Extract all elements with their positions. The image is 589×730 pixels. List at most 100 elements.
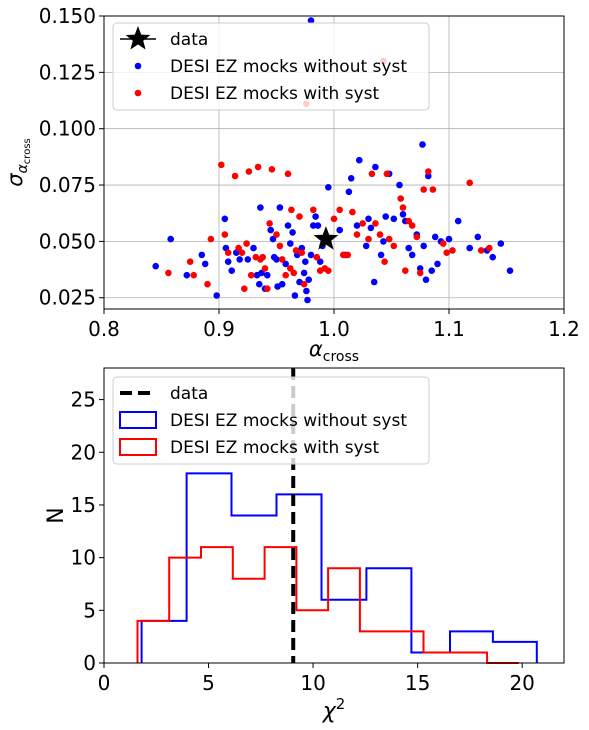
histogram-panel: 0 5 10 15 20 0 5 10 15 20 25 χ2 N data DESI EZ mock… xyxy=(44,367,565,724)
scatter-point xyxy=(167,235,174,243)
scatter-point xyxy=(390,215,398,223)
histogram-x-tick-label: 0 xyxy=(98,671,111,695)
scatter-point xyxy=(245,168,253,175)
scatter-point xyxy=(250,244,257,252)
scatter-point xyxy=(413,233,421,241)
scatter-point xyxy=(282,260,290,268)
data-star-marker xyxy=(313,226,339,250)
histogram-x-tick-label: 20 xyxy=(509,671,534,695)
scatter-points xyxy=(152,17,514,304)
histogram-y-tick-label: 25 xyxy=(71,388,96,412)
scatter-point xyxy=(370,278,378,286)
scatter-point xyxy=(367,224,375,232)
scatter-point xyxy=(422,276,430,284)
scatter-point xyxy=(385,235,393,243)
scatter-point xyxy=(336,206,344,214)
scatter-legend-box xyxy=(112,22,430,111)
scatter-point xyxy=(402,267,409,275)
scatter-point xyxy=(278,280,286,288)
scatter-point xyxy=(303,287,310,295)
scatter-point xyxy=(224,258,232,266)
scatter-point xyxy=(298,244,306,252)
scatter-point xyxy=(314,222,322,229)
scatter-point xyxy=(443,249,451,256)
scatter-y-tick-label: 0.050 xyxy=(39,229,96,253)
scatter-point xyxy=(425,168,432,175)
scatter-x-tick-label: 0.9 xyxy=(203,317,235,341)
scatter-point xyxy=(228,267,235,275)
scatter-point xyxy=(336,226,344,234)
histogram-step-series xyxy=(140,472,538,663)
scatter-point xyxy=(408,222,416,229)
scatter-point xyxy=(445,235,453,243)
scatter-x-tick-label: 1.2 xyxy=(548,317,580,341)
histogram-step-series xyxy=(136,546,519,664)
histogram-y-tick-label: 10 xyxy=(71,546,96,570)
scatter-point xyxy=(204,280,211,288)
scatter-point xyxy=(431,233,439,241)
scatter-x-tick-label: 1.0 xyxy=(318,317,350,341)
scatter-point xyxy=(291,292,299,299)
scatter-point xyxy=(372,220,379,227)
scatter-point xyxy=(292,247,300,254)
scatter-point xyxy=(399,211,407,218)
scatter-y-tick-label: 0.025 xyxy=(39,286,96,310)
scatter-point xyxy=(362,242,370,250)
scatter-point xyxy=(396,181,403,189)
scatter-point xyxy=(316,258,324,266)
scatter-x-axis-label: αcross xyxy=(309,337,359,365)
scatter-point xyxy=(221,215,229,223)
scatter-point xyxy=(368,170,376,178)
scatter-point xyxy=(307,17,315,24)
scatter-point xyxy=(313,253,321,261)
scatter-point xyxy=(267,226,275,234)
scatter-point xyxy=(236,256,243,263)
scatter-point xyxy=(506,267,514,275)
scatter-x-tick-label: 1.1 xyxy=(433,317,465,341)
scatter-point xyxy=(381,258,388,266)
scatter-legend-star xyxy=(125,26,151,50)
scatter-point xyxy=(420,242,428,250)
scatter-point xyxy=(310,222,317,229)
histogram-steps xyxy=(136,472,538,664)
scatter-point xyxy=(213,292,220,299)
scatter-point xyxy=(282,271,290,279)
scatter-legend-dot xyxy=(134,89,142,97)
scatter-point xyxy=(312,213,319,220)
scatter-point xyxy=(383,170,391,178)
scatter-y-tick-label: 0.150 xyxy=(39,4,96,28)
scatter-point xyxy=(397,195,405,202)
histogram-x-tick-label: 15 xyxy=(405,671,430,695)
histogram-legend-patch xyxy=(119,438,157,456)
scatter-point xyxy=(273,231,280,238)
scatter-point xyxy=(276,242,284,250)
histogram-legend-label: DESI EZ mocks with syst xyxy=(170,438,379,458)
scatter-point xyxy=(258,269,265,277)
histogram-legend: data DESI EZ mocks without syst DESI EZ mo… xyxy=(112,376,430,465)
scatter-point xyxy=(224,249,232,256)
scatter-point xyxy=(489,253,497,261)
scatter-y-axis-label: σαcross xyxy=(3,138,33,186)
scatter-point xyxy=(287,240,294,247)
scatter-point xyxy=(356,156,363,164)
scatter-point xyxy=(466,244,474,252)
scatter-point xyxy=(345,188,353,196)
scatter-point xyxy=(449,247,456,254)
scatter-point xyxy=(477,247,485,254)
scatter-point xyxy=(231,172,239,180)
scatter-legend: data DESI EZ mocks without syst DESI EZ mo… xyxy=(112,22,430,111)
scatter-point xyxy=(466,179,474,187)
scatter-point xyxy=(405,244,413,252)
scatter-point xyxy=(287,265,294,272)
scatter-point xyxy=(201,260,209,268)
scatter-point xyxy=(198,251,206,259)
scatter-point xyxy=(497,240,505,247)
scatter-point xyxy=(310,206,317,214)
scatter-y-tick-label: 0.100 xyxy=(39,117,96,141)
scatter-point xyxy=(454,217,462,225)
scatter-point xyxy=(235,244,242,252)
scatter-legend-label: DESI EZ mocks with syst xyxy=(170,84,379,104)
scatter-point xyxy=(399,204,407,211)
scatter-point xyxy=(382,213,390,220)
scatter-point xyxy=(298,249,306,256)
